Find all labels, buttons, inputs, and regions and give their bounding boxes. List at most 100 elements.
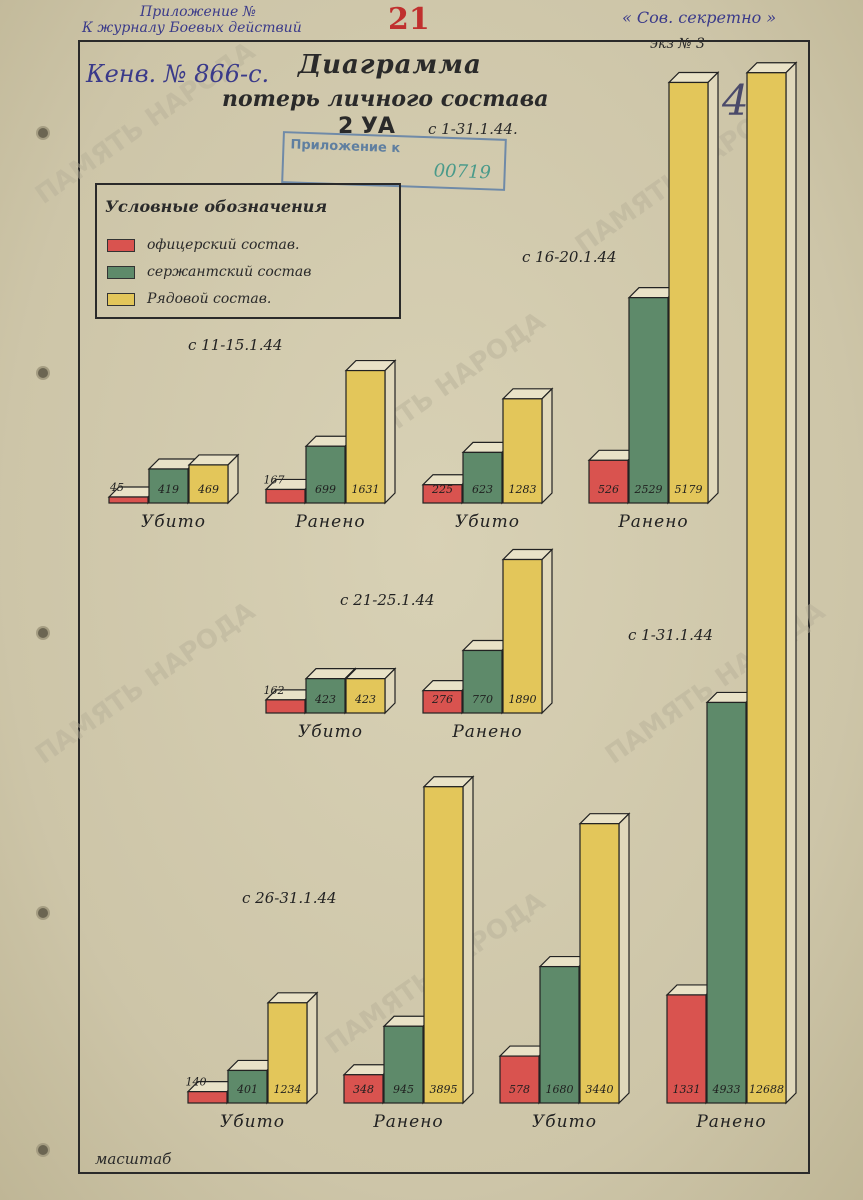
bar xyxy=(628,297,669,504)
legend-title: Условные обозначения xyxy=(105,197,328,216)
bar-side-face xyxy=(707,71,719,505)
category-label: Ранено xyxy=(294,512,365,532)
bar-value-label: 623 xyxy=(472,483,493,496)
bar-value-label: 1331 xyxy=(673,1083,701,1096)
period-label: с 16-20.1.44 xyxy=(522,248,617,266)
bar-value-label: 1234 xyxy=(274,1083,302,1096)
legend-label: Рядовой состав. xyxy=(147,291,272,307)
bar-value-label: 1890 xyxy=(509,693,537,706)
bar-value-label: 162 xyxy=(264,684,285,697)
bar-side-face xyxy=(541,548,553,715)
reference-number: Кенв. № 866-с. xyxy=(86,60,270,88)
bar xyxy=(539,965,580,1104)
legend: Условные обозначения офицерский состав. … xyxy=(95,183,401,319)
bar xyxy=(668,81,709,504)
bar-group: 348 945 3895 Ранено xyxy=(342,775,475,1132)
bar xyxy=(588,459,629,504)
bar xyxy=(462,649,503,714)
bar xyxy=(462,451,503,504)
bar xyxy=(148,468,189,504)
bar xyxy=(267,1002,308,1104)
category-label: Ранено xyxy=(695,1112,766,1132)
bar xyxy=(265,699,306,714)
bar-side-face xyxy=(384,359,396,505)
bar-group: 162 423 423 Убито xyxy=(264,667,397,742)
category-label: Убито xyxy=(455,512,520,532)
legend-item-officers: офицерский состав. xyxy=(107,237,299,253)
bar-group: 578 1680 3440 Убито xyxy=(498,812,631,1132)
attachment-note: Приложение № xyxy=(140,4,256,20)
bar-side-face xyxy=(785,61,797,1105)
legend-swatch-yellow xyxy=(107,292,135,306)
bar xyxy=(227,1069,268,1104)
bar-side-face xyxy=(541,387,553,505)
binder-hole xyxy=(38,368,48,378)
bar-value-label: 140 xyxy=(186,1076,207,1089)
category-label: Ранено xyxy=(372,1112,443,1132)
bar-group: 1331 4933 12688 Ранено xyxy=(665,61,798,1132)
bar-side-face xyxy=(306,991,318,1105)
scale-label: масштаб xyxy=(95,1150,172,1168)
legend-item-sergeants: сержантский состав xyxy=(107,264,311,280)
bar-group: 45 419 469 Убито xyxy=(107,453,240,532)
bar xyxy=(746,72,787,1104)
attachment-number: 21 xyxy=(388,2,430,37)
binder-hole xyxy=(38,908,48,918)
sheet-number: 4 xyxy=(722,76,749,125)
bar-value-label: 45 xyxy=(109,481,124,494)
bar xyxy=(187,1091,228,1104)
bar-value-label: 276 xyxy=(431,693,453,706)
bar xyxy=(345,678,386,714)
bar xyxy=(383,1025,424,1104)
bar-value-label: 699 xyxy=(315,483,336,496)
legend-item-privates: Рядовой состав. xyxy=(107,291,271,307)
bar xyxy=(422,689,463,714)
bar xyxy=(502,398,543,504)
bar xyxy=(579,823,620,1104)
bar xyxy=(423,786,464,1104)
chart-subtitle: потерь личного состава xyxy=(222,86,549,112)
secrecy-mark: « Сов. секретно » xyxy=(622,8,777,27)
binder-hole xyxy=(38,128,48,138)
bar-value-label: 945 xyxy=(393,1083,414,1096)
bar-group: 140 401 1234 Убито xyxy=(186,991,319,1132)
period-label: с 11-15.1.44 xyxy=(188,336,283,354)
legend-label: сержантский состав xyxy=(147,264,312,280)
bar xyxy=(108,496,149,504)
bar xyxy=(188,464,229,504)
bar xyxy=(499,1055,540,1104)
bar xyxy=(666,994,707,1104)
category-label: Убито xyxy=(220,1112,285,1132)
category-label: Ранено xyxy=(617,512,688,532)
bar-value-label: 469 xyxy=(197,483,219,496)
period-label: с 26-31.1.44 xyxy=(242,889,337,907)
bar-side-face xyxy=(618,812,630,1105)
bar xyxy=(706,701,747,1104)
bar-value-label: 1283 xyxy=(509,483,537,496)
bar xyxy=(422,484,463,504)
bar-value-label: 401 xyxy=(236,1083,258,1096)
legend-swatch-green xyxy=(107,265,135,279)
bar-value-label: 578 xyxy=(509,1083,530,1096)
bar xyxy=(345,369,386,504)
bar xyxy=(265,488,306,504)
bar-value-label: 4933 xyxy=(712,1083,741,1096)
category-label: Убито xyxy=(141,512,206,532)
bar-group: 225 623 1283 Убито xyxy=(421,387,554,532)
bar-value-label: 12688 xyxy=(749,1083,784,1096)
chart-title: Диаграмма xyxy=(298,50,482,80)
bar-value-label: 348 xyxy=(353,1083,374,1096)
army-period: с 1-31.1.44. xyxy=(428,120,518,138)
bar xyxy=(502,558,543,714)
bar-value-label: 3440 xyxy=(586,1083,614,1096)
legend-label: офицерский состав. xyxy=(147,237,300,253)
bar-value-label: 167 xyxy=(264,473,285,486)
bar-value-label: 423 xyxy=(354,693,376,706)
category-label: Убито xyxy=(532,1112,597,1132)
bar-value-label: 2529 xyxy=(634,483,663,496)
binder-hole xyxy=(38,1145,48,1155)
bar-value-label: 5179 xyxy=(675,483,703,496)
period-label: с 1-31.1.44 xyxy=(628,626,713,644)
bar-value-label: 770 xyxy=(472,693,493,706)
